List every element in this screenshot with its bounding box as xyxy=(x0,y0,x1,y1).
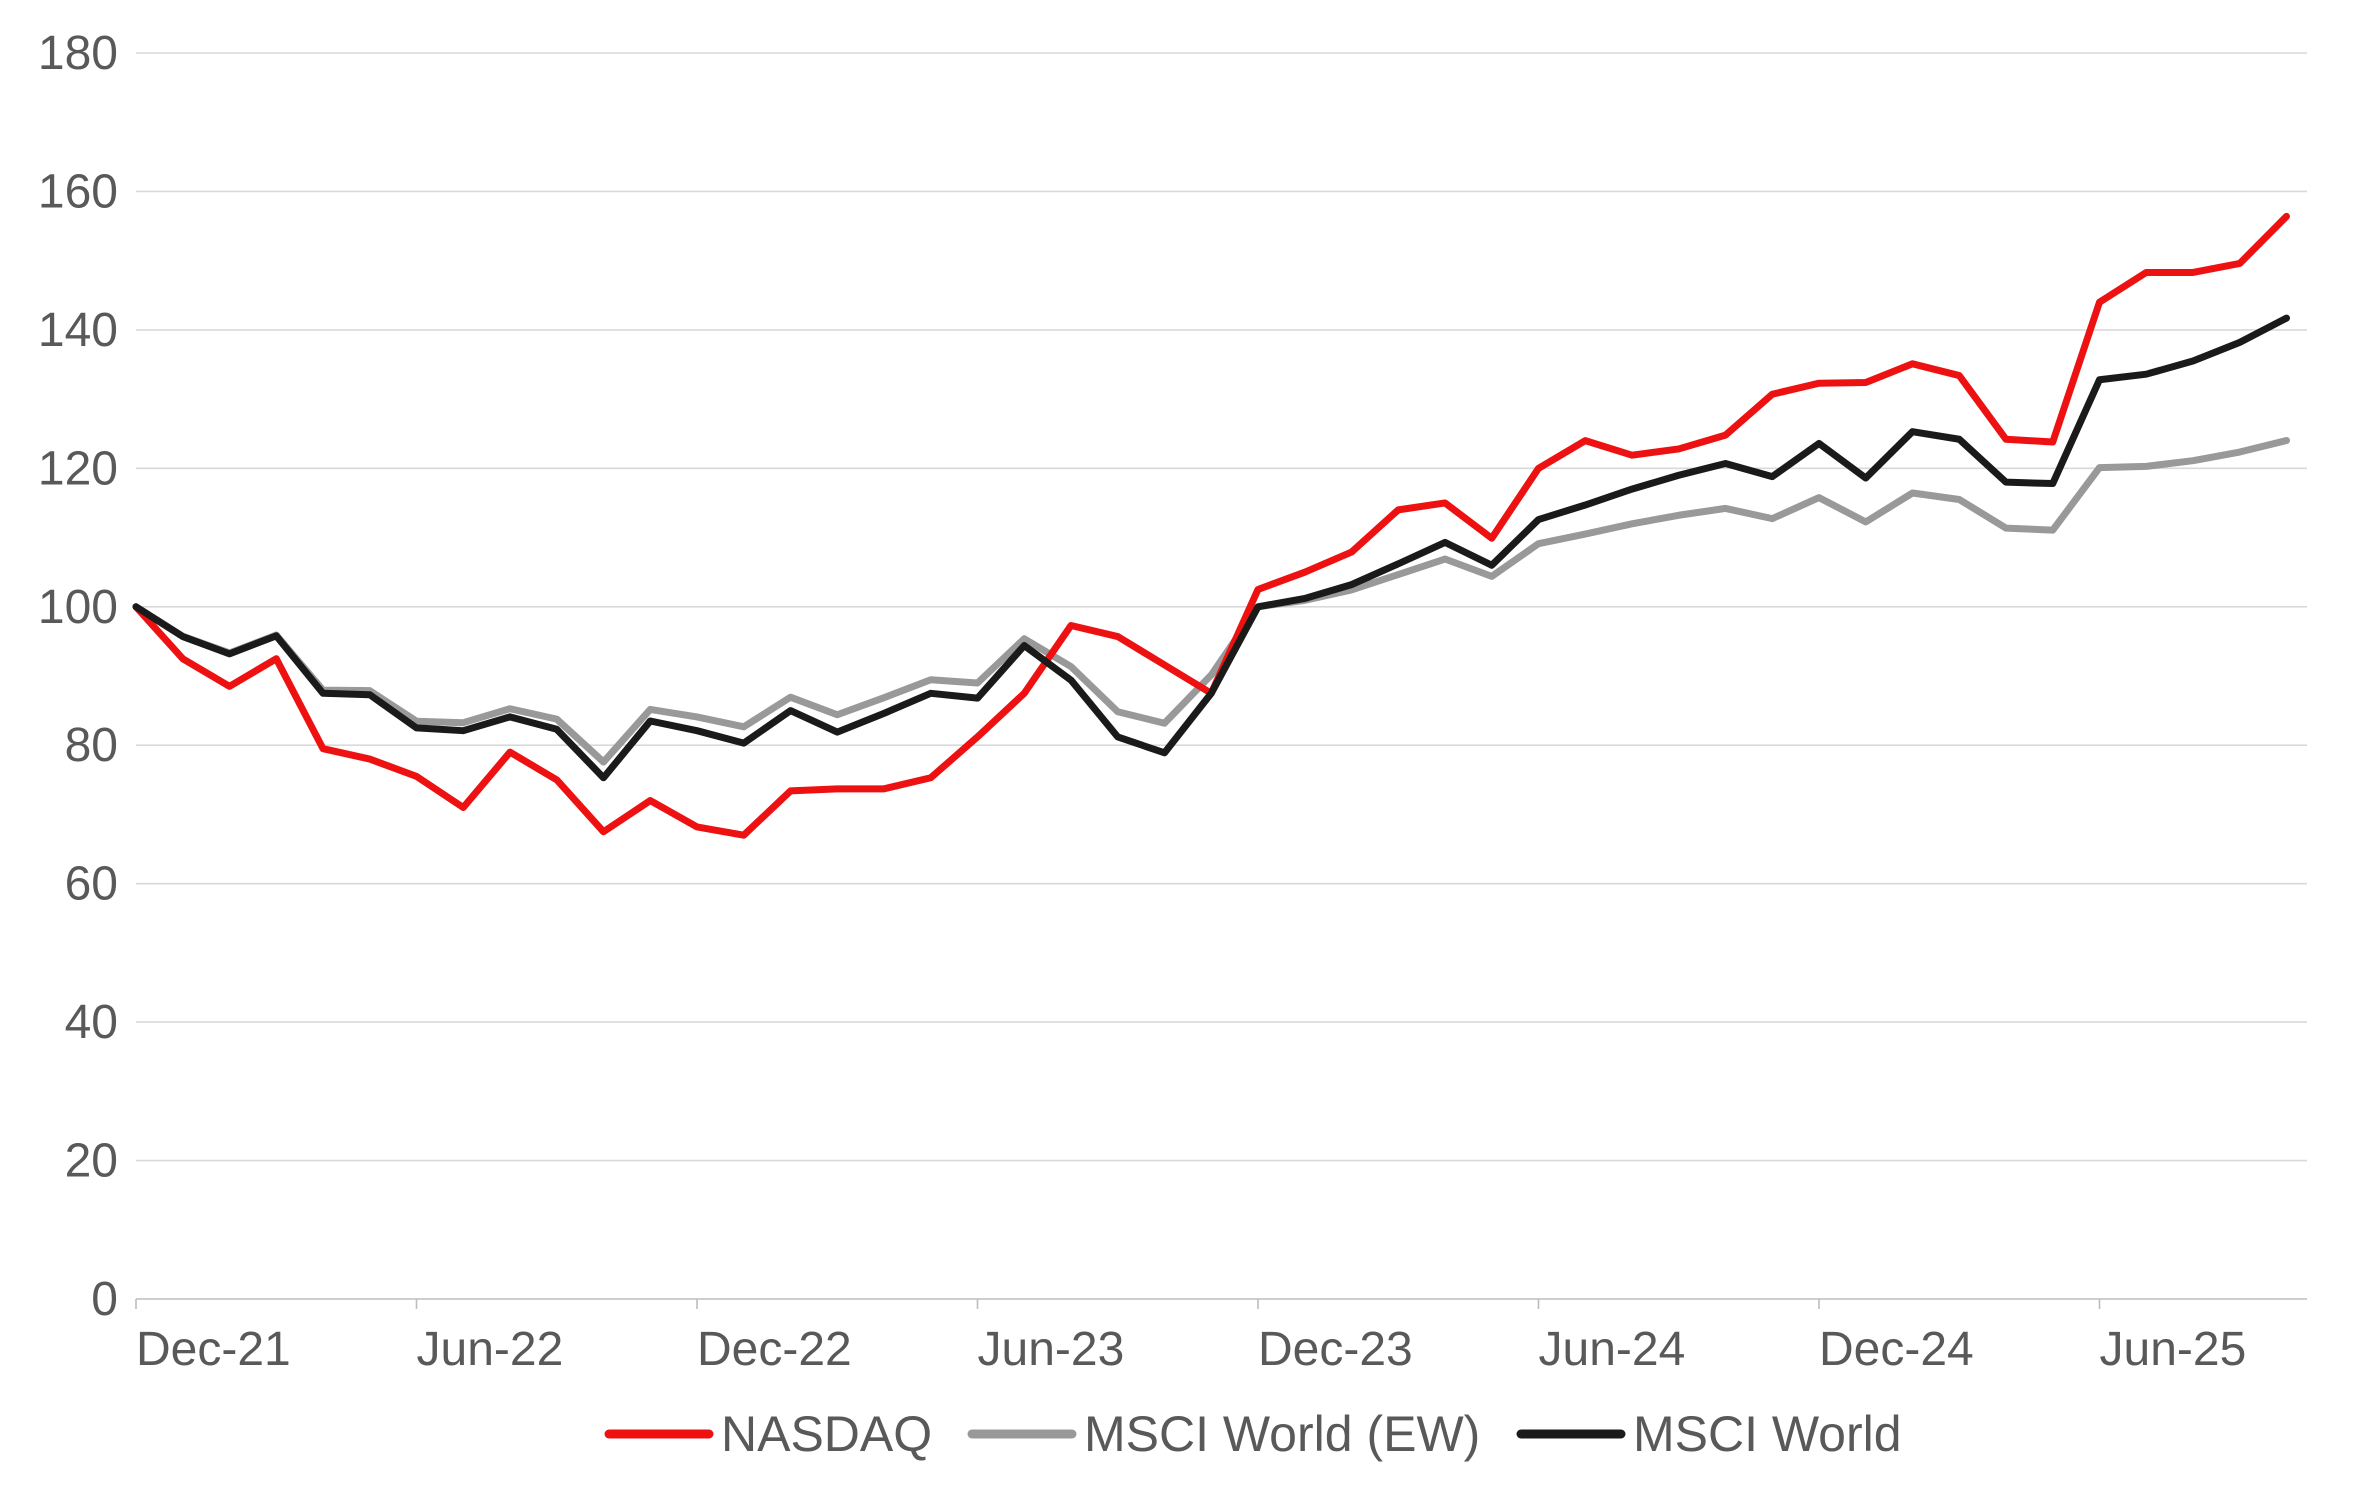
svg-text:160: 160 xyxy=(38,165,118,218)
svg-text:Dec-21: Dec-21 xyxy=(136,1323,291,1376)
svg-text:NASDAQ: NASDAQ xyxy=(721,1406,932,1462)
svg-text:80: 80 xyxy=(65,719,118,772)
svg-text:140: 140 xyxy=(38,304,118,357)
svg-text:60: 60 xyxy=(65,858,118,911)
svg-text:Jun-23: Jun-23 xyxy=(978,1323,1125,1376)
svg-text:120: 120 xyxy=(38,442,118,495)
svg-text:0: 0 xyxy=(91,1273,118,1326)
svg-text:MSCI World (EW): MSCI World (EW) xyxy=(1084,1406,1480,1462)
svg-text:Jun-24: Jun-24 xyxy=(1539,1323,1686,1376)
svg-text:40: 40 xyxy=(65,996,118,1049)
svg-text:100: 100 xyxy=(38,581,118,634)
svg-text:MSCI World: MSCI World xyxy=(1633,1406,1902,1462)
svg-text:20: 20 xyxy=(65,1135,118,1188)
svg-text:Dec-23: Dec-23 xyxy=(1258,1323,1413,1376)
svg-text:180: 180 xyxy=(38,27,118,80)
svg-text:Jun-22: Jun-22 xyxy=(417,1323,564,1376)
svg-text:Dec-24: Dec-24 xyxy=(1819,1323,1974,1376)
svg-text:Dec-22: Dec-22 xyxy=(697,1323,852,1376)
svg-text:Jun-25: Jun-25 xyxy=(2100,1323,2247,1376)
